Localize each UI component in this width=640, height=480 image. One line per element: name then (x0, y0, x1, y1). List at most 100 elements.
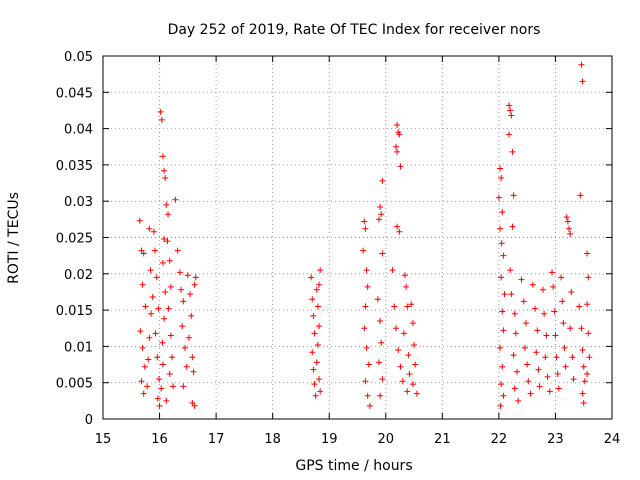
data-point (152, 247, 159, 254)
data-point (140, 390, 147, 397)
x-axis-title: GPS time / hours (295, 458, 412, 474)
data-point (509, 148, 516, 155)
data-point (379, 250, 386, 257)
data-point (389, 267, 396, 274)
data-point (144, 383, 151, 390)
y-tick-label: 0.03 (64, 195, 93, 210)
data-point (546, 388, 553, 395)
data-point (140, 250, 147, 257)
data-point (499, 209, 506, 216)
data-point (158, 385, 165, 392)
data-point (363, 267, 370, 274)
data-point (155, 305, 162, 312)
data-point (564, 218, 571, 225)
data-point (310, 312, 317, 319)
data-point (518, 276, 525, 283)
data-point (154, 354, 161, 361)
data-point (364, 392, 371, 399)
data-point (501, 291, 508, 298)
data-point (563, 214, 570, 221)
data-point (543, 332, 550, 339)
data-point (313, 286, 320, 293)
data-point (567, 230, 574, 237)
data-point (146, 334, 153, 341)
y-tick-label: 0 (85, 413, 93, 428)
data-point (364, 283, 371, 290)
x-tick-label: 23 (547, 432, 564, 447)
y-tick-label: 0.01 (64, 340, 93, 355)
data-point (375, 216, 382, 223)
data-point (544, 373, 551, 380)
data-point (497, 225, 504, 232)
data-point (559, 298, 566, 305)
x-tick-label: 22 (491, 432, 508, 447)
data-point (497, 402, 504, 409)
data-point (508, 291, 515, 298)
data-point (506, 102, 513, 109)
data-point (309, 296, 316, 303)
data-point (161, 235, 168, 242)
data-point (311, 330, 318, 337)
x-tick-label: 24 (604, 432, 621, 447)
x-tick-label: 21 (434, 432, 451, 447)
data-point (397, 163, 404, 170)
x-tick-label: 18 (264, 432, 281, 447)
data-point (584, 370, 591, 377)
data-point (174, 247, 181, 254)
x-tick-label: 17 (208, 432, 225, 447)
data-point (366, 402, 373, 409)
data-point (316, 376, 323, 383)
data-point (157, 108, 164, 115)
data-point (362, 378, 369, 385)
data-point (511, 385, 518, 392)
x-tick-label: 16 (151, 432, 168, 447)
data-point (532, 305, 539, 312)
data-point (579, 390, 586, 397)
data-point (551, 308, 558, 315)
data-point (360, 247, 367, 254)
data-point (512, 330, 519, 337)
data-point (187, 291, 194, 298)
data-point (183, 363, 190, 370)
data-point (584, 301, 591, 308)
data-point (408, 301, 415, 308)
data-point (585, 274, 592, 281)
y-tick-label: 0.04 (64, 123, 93, 138)
data-point (153, 274, 160, 281)
data-point (509, 223, 516, 230)
data-point (314, 341, 321, 348)
data-point (180, 383, 187, 390)
data-point (150, 228, 157, 235)
data-point (146, 225, 153, 232)
data-point (411, 341, 418, 348)
data-point (576, 303, 583, 310)
data-point (185, 334, 192, 341)
data-point (391, 303, 398, 310)
data-point (495, 194, 502, 201)
data-point (558, 274, 565, 281)
data-point (515, 397, 522, 404)
axis-layer: 15 16 17 18 19 20 21 22 23 24 0 0.005 0.01 0.015 0.02 0… (56, 50, 620, 447)
data-point (311, 381, 318, 388)
data-point (176, 269, 183, 276)
data-point (392, 143, 399, 150)
data-point (139, 344, 146, 351)
data-point (139, 281, 146, 288)
data-point (586, 354, 593, 361)
data-point (179, 323, 186, 330)
data-point (163, 397, 170, 404)
data-point (361, 218, 368, 225)
x-tick-label: 15 (95, 432, 112, 447)
data-point (165, 211, 172, 218)
data-point (314, 303, 321, 310)
data-point (566, 225, 573, 232)
data-point (379, 177, 386, 184)
y-tick-label: 0.025 (56, 232, 93, 247)
points-layer (136, 61, 593, 409)
data-point (159, 153, 166, 160)
data-point (536, 383, 543, 390)
data-point (550, 283, 557, 290)
data-point (580, 400, 587, 407)
data-point (156, 402, 163, 409)
data-point (527, 390, 534, 397)
